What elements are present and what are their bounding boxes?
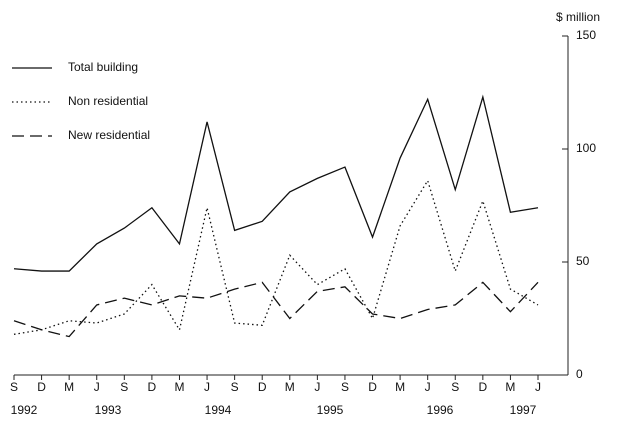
y-tick-label: 100 bbox=[576, 141, 596, 155]
y-tick-label: 150 bbox=[576, 28, 596, 42]
year-label: 1992 bbox=[11, 403, 38, 417]
x-tick-label: J bbox=[94, 380, 100, 394]
x-tick-label: J bbox=[204, 380, 210, 394]
legend-label: New residential bbox=[68, 128, 150, 142]
y-tick-label: 0 bbox=[576, 367, 583, 381]
x-tick-label: D bbox=[368, 380, 377, 394]
x-tick-label: S bbox=[451, 380, 459, 394]
x-tick-label: J bbox=[425, 380, 431, 394]
x-tick-label: S bbox=[120, 380, 128, 394]
legend-label: Non residential bbox=[68, 94, 148, 108]
x-tick-label: S bbox=[10, 380, 18, 394]
x-tick-label: M bbox=[285, 380, 295, 394]
year-label: 1994 bbox=[205, 403, 232, 417]
x-tick-label: M bbox=[395, 380, 405, 394]
x-tick-label: D bbox=[479, 380, 488, 394]
x-tick-label: D bbox=[37, 380, 46, 394]
x-tick-label: M bbox=[64, 380, 74, 394]
x-tick-label: M bbox=[505, 380, 515, 394]
series-line bbox=[13, 179, 539, 335]
series-line bbox=[13, 281, 539, 338]
x-tick-label: J bbox=[314, 380, 320, 394]
x-tick-label: J bbox=[535, 380, 541, 394]
x-tick-label: M bbox=[174, 380, 184, 394]
x-tick-label: S bbox=[341, 380, 349, 394]
year-label: 1995 bbox=[317, 403, 344, 417]
year-label: 1993 bbox=[95, 403, 122, 417]
x-tick-label: D bbox=[148, 380, 157, 394]
x-tick-label: S bbox=[231, 380, 239, 394]
y-axis-label: $ million bbox=[556, 10, 600, 24]
year-label: 1996 bbox=[427, 403, 454, 417]
y-tick-label: 50 bbox=[576, 254, 590, 268]
x-tick-label: D bbox=[258, 380, 267, 394]
legend-label: Total building bbox=[68, 60, 138, 74]
year-label: 1997 bbox=[510, 403, 537, 417]
series-line bbox=[13, 94, 539, 272]
